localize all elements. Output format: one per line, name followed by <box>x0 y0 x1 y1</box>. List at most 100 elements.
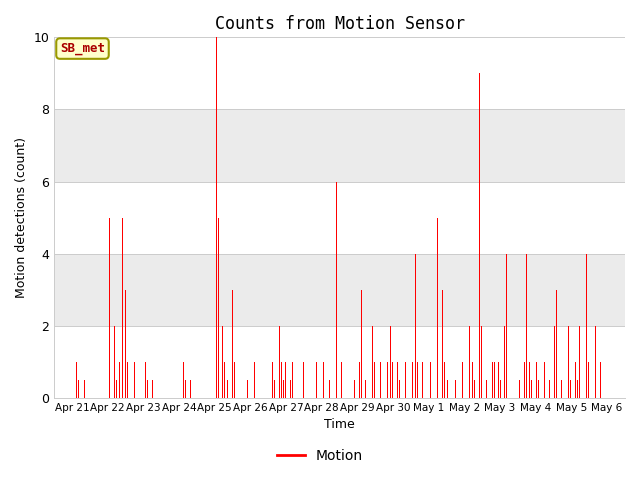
Bar <box>359 362 360 398</box>
Bar <box>374 362 375 398</box>
Bar <box>500 380 501 398</box>
Bar <box>218 217 219 398</box>
Bar <box>54 181 625 254</box>
Bar <box>394 254 395 398</box>
Bar <box>152 380 153 398</box>
Bar <box>577 380 578 398</box>
Bar <box>452 362 453 398</box>
Bar <box>492 362 493 398</box>
Bar <box>531 380 532 398</box>
Bar <box>84 380 85 398</box>
Bar <box>498 362 499 398</box>
Text: SB_met: SB_met <box>60 42 105 55</box>
Bar <box>127 362 128 398</box>
Bar <box>147 380 148 398</box>
Bar <box>524 362 525 398</box>
Bar <box>234 362 235 398</box>
Bar <box>190 380 191 398</box>
Legend: Motion: Motion <box>271 443 369 468</box>
Bar <box>116 380 117 398</box>
Bar <box>437 217 438 398</box>
Bar <box>154 362 155 398</box>
Bar <box>129 380 130 398</box>
Bar <box>462 362 463 398</box>
Bar <box>112 362 113 398</box>
Bar <box>292 362 293 398</box>
Bar <box>405 362 406 398</box>
Bar <box>232 290 233 398</box>
Bar <box>481 326 482 398</box>
Bar <box>542 254 543 398</box>
Bar <box>341 362 342 398</box>
Bar <box>575 362 576 398</box>
Bar <box>54 37 625 109</box>
Bar <box>412 362 413 398</box>
Bar <box>595 326 596 398</box>
Bar <box>119 362 120 398</box>
Bar <box>444 362 445 398</box>
Bar <box>227 380 228 398</box>
Bar <box>290 380 291 398</box>
Bar <box>517 362 518 398</box>
Bar <box>380 362 381 398</box>
Bar <box>399 380 400 398</box>
Bar <box>283 380 284 398</box>
Bar <box>122 217 123 398</box>
Bar <box>544 362 545 398</box>
Bar <box>54 326 625 398</box>
Bar <box>600 362 601 398</box>
Bar <box>430 362 431 398</box>
Bar <box>419 290 420 398</box>
Title: Counts from Motion Sensor: Counts from Motion Sensor <box>214 15 465 33</box>
Bar <box>568 326 569 398</box>
Bar <box>76 362 77 398</box>
Bar <box>479 73 480 398</box>
Bar <box>316 362 317 398</box>
Bar <box>494 362 495 398</box>
Bar <box>134 362 135 398</box>
Bar <box>519 380 520 398</box>
Bar <box>185 380 186 398</box>
Bar <box>529 362 530 398</box>
Bar <box>352 362 353 398</box>
Bar <box>387 362 388 398</box>
Bar <box>109 217 110 398</box>
Bar <box>504 326 505 398</box>
Bar <box>554 326 555 398</box>
Bar <box>125 290 126 398</box>
Bar <box>78 380 79 398</box>
Bar <box>287 362 288 398</box>
Bar <box>272 362 273 398</box>
Bar <box>279 326 280 398</box>
Bar <box>570 380 571 398</box>
Bar <box>506 254 507 398</box>
Bar <box>549 380 550 398</box>
Bar <box>556 290 557 398</box>
Bar <box>137 326 138 398</box>
Bar <box>455 380 456 398</box>
Bar <box>247 380 248 398</box>
Bar <box>254 362 255 398</box>
X-axis label: Time: Time <box>324 419 355 432</box>
Bar <box>586 254 587 398</box>
Bar <box>183 362 184 398</box>
Y-axis label: Motion detections (count): Motion detections (count) <box>15 137 28 298</box>
Bar <box>538 380 539 398</box>
Bar <box>486 380 487 398</box>
Bar <box>588 362 589 398</box>
Bar <box>417 362 418 398</box>
Bar <box>54 254 625 326</box>
Bar <box>54 109 625 181</box>
Bar <box>244 362 245 398</box>
Bar <box>469 326 470 398</box>
Bar <box>222 326 223 398</box>
Bar <box>323 362 324 398</box>
Bar <box>442 290 443 398</box>
Bar <box>392 362 393 398</box>
Bar <box>579 326 580 398</box>
Bar <box>180 326 181 398</box>
Bar <box>329 380 330 398</box>
Bar <box>536 362 537 398</box>
Bar <box>216 37 217 398</box>
Bar <box>561 380 562 398</box>
